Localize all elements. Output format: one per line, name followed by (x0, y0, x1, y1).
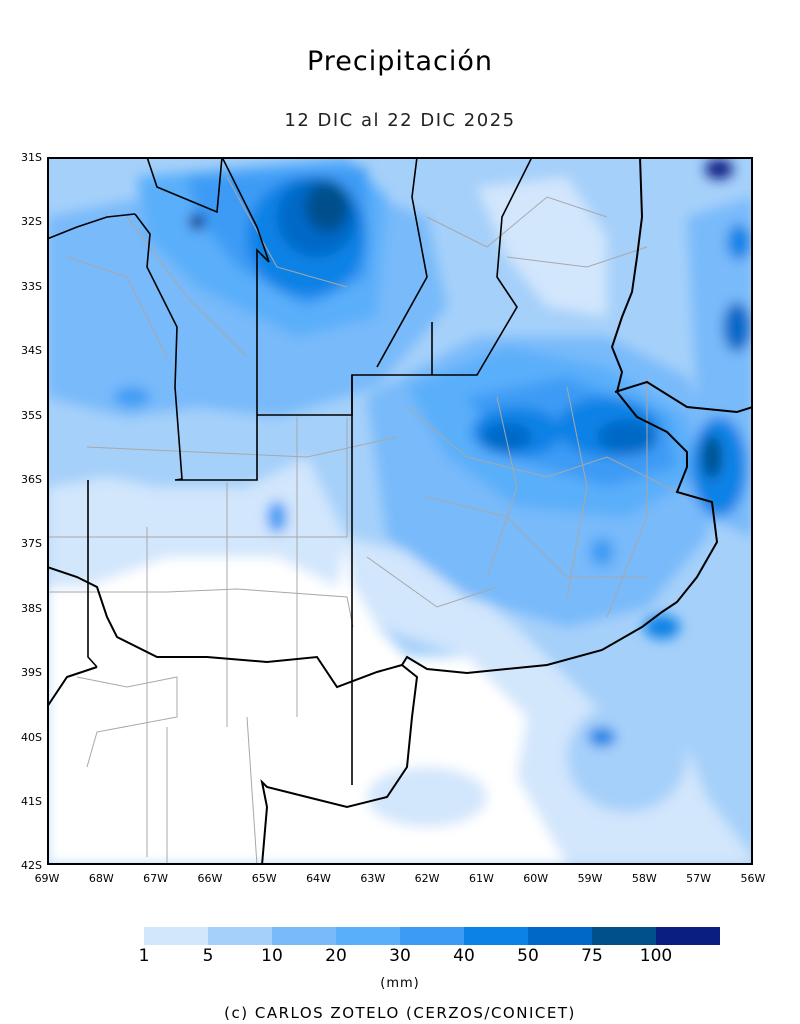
colorbar-label: 50 (517, 946, 539, 966)
coastline (47, 157, 753, 865)
latitude-label: 31S (21, 151, 42, 164)
colorbar-swatch (400, 927, 464, 945)
level6-area (644, 615, 680, 639)
level5-area (590, 538, 614, 566)
latitude-label: 34S (21, 344, 42, 358)
colorbar-swatch (272, 927, 336, 945)
level8-area (705, 159, 733, 179)
longitude-label: 59W (577, 872, 603, 885)
latitude-label: 41S (21, 795, 42, 808)
colorbar-label: 40 (453, 946, 475, 966)
colorbar-swatch (656, 927, 720, 945)
latitude-label: 37S (21, 537, 42, 551)
date-range: 12 DIC al 22 DIC 2025 (284, 110, 516, 131)
level7-area (597, 419, 657, 455)
longitude-label: 63W (360, 872, 386, 885)
level1-area (47, 457, 347, 587)
level6-area (727, 224, 751, 260)
colorbar-swatch (592, 927, 656, 945)
latitude-label: 32S (21, 215, 42, 229)
colorbar-label: 30 (389, 946, 411, 966)
level5-area (114, 387, 150, 407)
colorbar-unit: (mm) (380, 976, 420, 991)
colorbar-swatch (528, 927, 592, 945)
latitude-label: 33S (21, 279, 42, 293)
longitude-label: 66W (197, 872, 223, 885)
province-boundaries (47, 157, 533, 785)
longitude-label: 65W (251, 872, 277, 885)
level8-area (305, 182, 349, 232)
longitude-label: 60W (523, 872, 549, 885)
colorbar-swatch (208, 927, 272, 945)
longitude-label: 62W (414, 872, 440, 885)
level1-area (477, 177, 607, 317)
map-title: Precipitación (306, 46, 494, 77)
latitude-label: 36S (21, 473, 42, 486)
map-frame (47, 157, 753, 865)
level7-area (482, 423, 532, 451)
latitude-label: 35S (21, 408, 42, 422)
level5-area (267, 501, 287, 533)
level2-area (567, 702, 687, 812)
colorbar-swatch (464, 927, 528, 945)
colorbar-label: 1 (138, 946, 150, 966)
colorbar-swatch (144, 927, 208, 945)
longitude-label: 58W (631, 872, 657, 885)
latitude-label: 40S (21, 730, 42, 744)
longitude-label: 69W (34, 872, 60, 885)
longitude-label: 56W (740, 872, 766, 885)
colorbar-swatch (336, 927, 400, 945)
department-boundaries (47, 176, 688, 865)
colorbar-label: 20 (325, 946, 347, 966)
level8-area (189, 214, 205, 230)
level6-area (723, 302, 751, 352)
colorbar-label: 10 (261, 946, 283, 966)
longitude-label: 68W (88, 872, 114, 885)
longitude-label: 57W (686, 872, 712, 885)
longitude-label: 67W (143, 872, 169, 885)
level8-area (702, 435, 722, 479)
credit: (c) CARLOS ZOTELO (CERZOS/CONICET) (224, 1004, 576, 1022)
level1-area (347, 557, 427, 627)
precip-field (47, 157, 753, 865)
longitude-label: 64W (306, 872, 331, 885)
latitude-label: 42S (21, 859, 42, 873)
precipitation-map (47, 157, 753, 865)
latitude-label: 39S (21, 666, 42, 680)
level6-area (588, 727, 616, 747)
colorbar-label: 100 (639, 946, 673, 966)
colorbar-label: 5 (202, 946, 214, 966)
latitude-label: 38S (21, 601, 42, 615)
longitude-label: 61W (468, 872, 494, 885)
colorbar-label: 75 (581, 946, 603, 966)
